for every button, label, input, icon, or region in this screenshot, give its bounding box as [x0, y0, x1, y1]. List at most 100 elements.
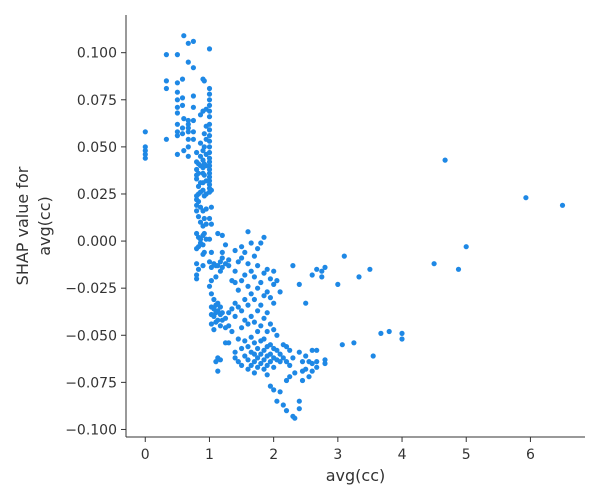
data-point — [245, 302, 251, 308]
data-point — [215, 230, 221, 237]
data-point — [190, 65, 196, 71]
data-point — [261, 315, 267, 321]
data-point — [206, 159, 213, 165]
data-point — [442, 157, 448, 163]
data-point — [206, 170, 213, 176]
data-point — [239, 308, 245, 314]
y-tick-label: −0.050 — [65, 328, 117, 344]
data-point — [271, 364, 277, 370]
data-point — [290, 263, 296, 269]
data-point — [309, 347, 315, 353]
data-point — [232, 268, 238, 274]
data-point — [185, 153, 191, 159]
data-point — [195, 198, 202, 205]
data-point — [296, 406, 302, 412]
data-point — [322, 360, 328, 367]
data-point — [226, 340, 232, 346]
data-point — [271, 300, 277, 306]
x-tick-label: 2 — [269, 447, 278, 463]
data-point — [206, 85, 213, 92]
data-point — [322, 357, 328, 363]
data-point — [267, 276, 273, 282]
data-point — [163, 85, 169, 92]
data-point — [190, 38, 196, 45]
data-point — [229, 306, 235, 312]
data-point — [290, 355, 296, 361]
data-point — [174, 52, 180, 58]
data-point — [283, 359, 290, 365]
data-point — [206, 149, 213, 156]
data-point — [314, 266, 320, 272]
data-point — [195, 214, 202, 220]
data-point — [208, 187, 214, 193]
data-point — [239, 255, 245, 261]
data-point — [197, 236, 204, 242]
data-point — [245, 229, 251, 235]
data-point — [194, 149, 200, 156]
data-point — [296, 398, 302, 404]
data-point — [181, 148, 187, 154]
data-point — [264, 266, 270, 272]
data-point — [264, 328, 270, 335]
data-point — [206, 114, 213, 120]
data-point — [219, 310, 225, 316]
data-point — [292, 415, 298, 421]
data-point — [245, 344, 251, 350]
data-point — [255, 263, 261, 269]
data-point — [283, 408, 290, 414]
data-point — [523, 195, 529, 201]
data-point — [239, 345, 245, 352]
data-point — [197, 219, 204, 225]
data-point — [219, 264, 225, 270]
data-point — [226, 323, 232, 329]
data-point — [226, 263, 232, 269]
data-point — [174, 104, 180, 110]
x-tick-label: 5 — [462, 447, 471, 463]
data-point — [208, 221, 214, 227]
y-axis-label: SHAP value for avg(cc) — [13, 166, 54, 285]
data-point — [356, 274, 362, 280]
data-point — [195, 170, 202, 176]
data-point — [174, 121, 180, 127]
data-point — [245, 283, 251, 289]
data-point — [242, 317, 248, 323]
data-point — [206, 127, 213, 133]
data-point — [239, 278, 245, 284]
y-tick-label: 0.050 — [77, 140, 117, 156]
data-point — [142, 129, 148, 135]
data-point — [255, 328, 261, 335]
data-point — [287, 362, 293, 368]
data-point — [194, 261, 200, 267]
data-point — [267, 351, 273, 357]
x-tick-label: 1 — [205, 447, 214, 463]
data-point — [303, 366, 309, 372]
data-point — [378, 330, 384, 336]
data-point — [248, 240, 254, 246]
data-point — [264, 372, 270, 378]
y-tick-label: 0.000 — [77, 234, 117, 250]
data-point — [299, 377, 306, 384]
data-point — [194, 276, 200, 282]
data-point — [367, 266, 373, 272]
data-point — [267, 295, 273, 301]
data-point — [251, 359, 257, 365]
data-point — [213, 274, 219, 280]
data-point — [261, 336, 267, 342]
data-point — [255, 285, 261, 291]
data-point — [251, 370, 257, 376]
data-point — [274, 332, 280, 338]
data-point — [261, 357, 267, 363]
data-point — [215, 317, 221, 323]
data-point — [306, 374, 312, 380]
data-point — [245, 321, 251, 327]
data-point — [251, 296, 257, 303]
data-point — [206, 283, 213, 289]
data-point — [190, 136, 196, 142]
data-point — [206, 236, 213, 242]
data-point — [201, 144, 207, 150]
data-point — [248, 291, 254, 297]
data-point — [242, 296, 248, 303]
x-tick-label: 6 — [526, 447, 535, 463]
data-point — [206, 138, 213, 144]
data-point — [208, 291, 214, 297]
